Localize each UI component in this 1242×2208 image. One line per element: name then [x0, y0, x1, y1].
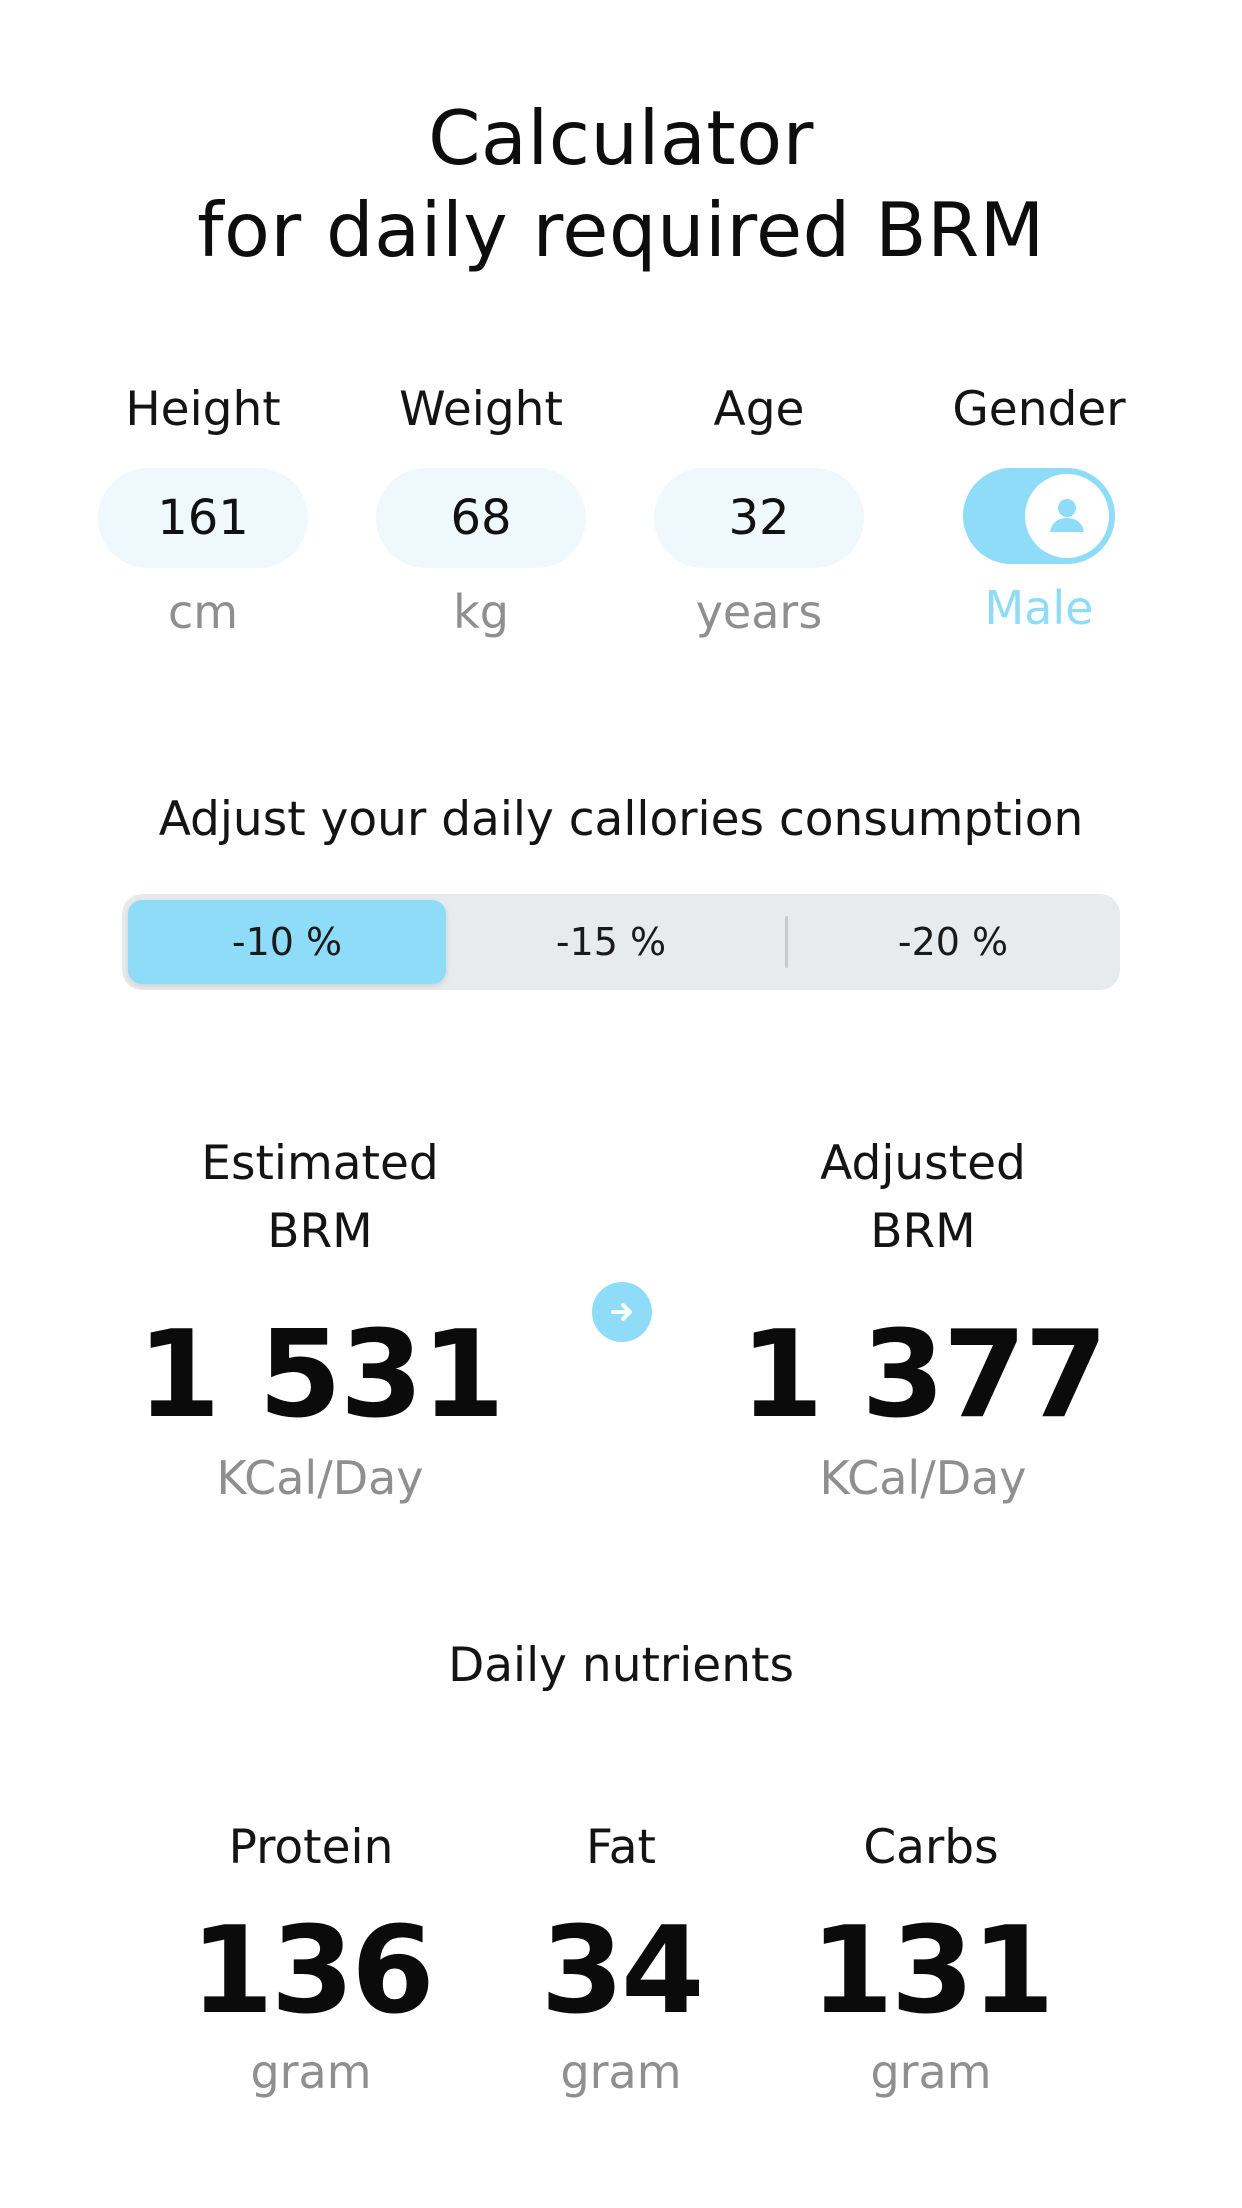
fat-unit: gram	[560, 2045, 682, 2099]
page-title: Calculator for daily required BRM	[0, 92, 1242, 276]
age-input[interactable]	[654, 468, 864, 568]
estimated-brm: Estimated BRM 1 531 KCal/Day	[100, 1130, 540, 1506]
carbs-label: Carbs	[863, 1820, 999, 1875]
age-unit: years	[695, 585, 823, 639]
calorie-adjust-segmented-control: -10 % -15 % -20 %	[122, 894, 1120, 990]
adjusted-brm: Adjusted BRM 1 377 KCal/Day	[703, 1130, 1143, 1506]
weight-unit: kg	[453, 585, 509, 639]
arrow-button[interactable]	[592, 1282, 652, 1342]
adjusted-brm-unit: KCal/Day	[819, 1451, 1027, 1505]
person-icon	[1050, 499, 1084, 532]
daily-nutrients-title: Daily nutrients	[448, 1638, 794, 1693]
segment-divider	[785, 916, 788, 968]
adjusted-brm-label-line-1: Adjusted	[820, 1136, 1026, 1191]
height-field: Height cm	[63, 380, 343, 640]
age-field: Age years	[619, 380, 899, 640]
estimated-brm-label-line-2: BRM	[267, 1204, 373, 1259]
nutrient-carbs: Carbs 131 gram	[781, 1818, 1081, 2100]
carbs-unit: gram	[870, 2045, 992, 2099]
estimated-brm-label-line-1: Estimated	[201, 1136, 439, 1191]
arrow-right-icon	[611, 1303, 632, 1321]
nutrient-fat: Fat 34 gram	[471, 1818, 771, 2100]
gender-value: Male	[984, 581, 1094, 635]
body-parameters-row: Height cm Weight kg Age years Gender	[0, 380, 1242, 660]
segment-minus-10[interactable]: -10 %	[128, 900, 446, 984]
protein-label: Protein	[228, 1820, 394, 1875]
height-input[interactable]	[98, 468, 308, 568]
carbs-value: 131	[810, 1902, 1055, 2041]
height-unit: cm	[167, 585, 239, 639]
weight-label: Weight	[399, 382, 563, 437]
adjust-calories-label: Adjust your daily callories consumption	[158, 792, 1084, 847]
title-line-1: Calculator	[428, 94, 814, 182]
segment-minus-15[interactable]: -15 %	[555, 920, 667, 964]
gender-toggle[interactable]	[963, 468, 1115, 564]
gender-label: Gender	[952, 382, 1126, 437]
protein-unit: gram	[250, 2045, 372, 2099]
toggle-knob	[1025, 474, 1109, 558]
height-label: Height	[125, 382, 281, 437]
estimated-brm-unit: KCal/Day	[216, 1451, 424, 1505]
age-label: Age	[713, 382, 805, 437]
protein-value: 136	[190, 1902, 435, 2041]
adjusted-brm-label-line-2: BRM	[870, 1204, 976, 1259]
gender-field: Gender Male	[899, 380, 1179, 636]
weight-input[interactable]	[376, 468, 586, 568]
fat-value: 34	[540, 1902, 705, 2041]
fat-label: Fat	[586, 1820, 656, 1875]
weight-field: Weight kg	[341, 380, 621, 640]
adjusted-brm-value: 1 377	[740, 1306, 1108, 1445]
estimated-brm-value: 1 531	[137, 1306, 505, 1445]
nutrient-protein: Protein 136 gram	[161, 1818, 461, 2100]
title-line-2: for daily required BRM	[197, 186, 1045, 274]
segment-minus-20[interactable]: -20 %	[897, 920, 1009, 964]
